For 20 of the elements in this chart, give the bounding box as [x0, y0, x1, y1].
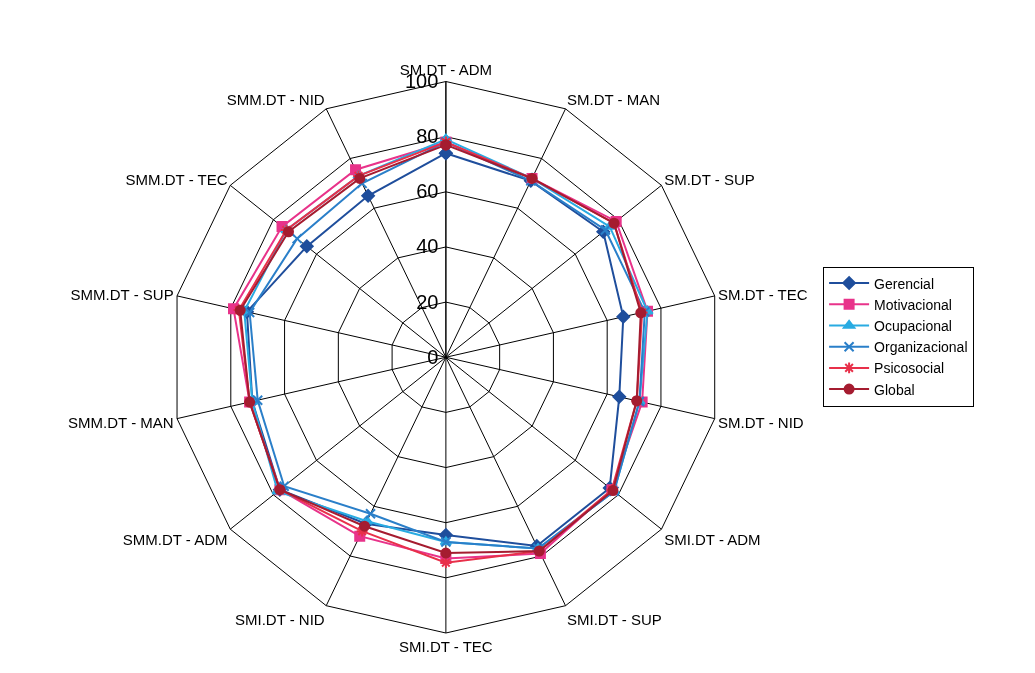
- legend-label: Organizacional: [874, 339, 968, 356]
- spoke-label: SM.DT - SUP: [664, 171, 755, 189]
- spoke-label: SMM.DT - SUP: [70, 285, 174, 303]
- legend-label: Gerencial: [874, 275, 935, 292]
- spoke-label: SMI.DT - TEC: [399, 637, 493, 655]
- spoke-label: SMM.DT - MAN: [68, 413, 174, 431]
- spoke-label: SM.DT - MAN: [567, 91, 661, 109]
- spoke-label: SMM.DT - ADM: [122, 530, 228, 548]
- legend-label: Psicosocial: [874, 360, 945, 377]
- spoke-label: SMM.DT - TEC: [125, 171, 228, 189]
- spoke-label: SMI.DT - SUP: [567, 610, 662, 628]
- legend-label: Ocupacional: [874, 317, 952, 334]
- spoke-label: SMI.DT - NID: [234, 610, 325, 628]
- spoke-label: SM.DT - TEC: [718, 285, 808, 303]
- spoke-label: SMI.DT - ADM: [664, 530, 761, 548]
- y-tick-label: 40: [416, 235, 439, 258]
- spoke-label: SMM.DT - NID: [226, 91, 325, 109]
- legend-label: Motivacional: [874, 296, 952, 313]
- legend-label: Global: [874, 381, 915, 398]
- spoke-label: SM.DT - NID: [718, 413, 804, 431]
